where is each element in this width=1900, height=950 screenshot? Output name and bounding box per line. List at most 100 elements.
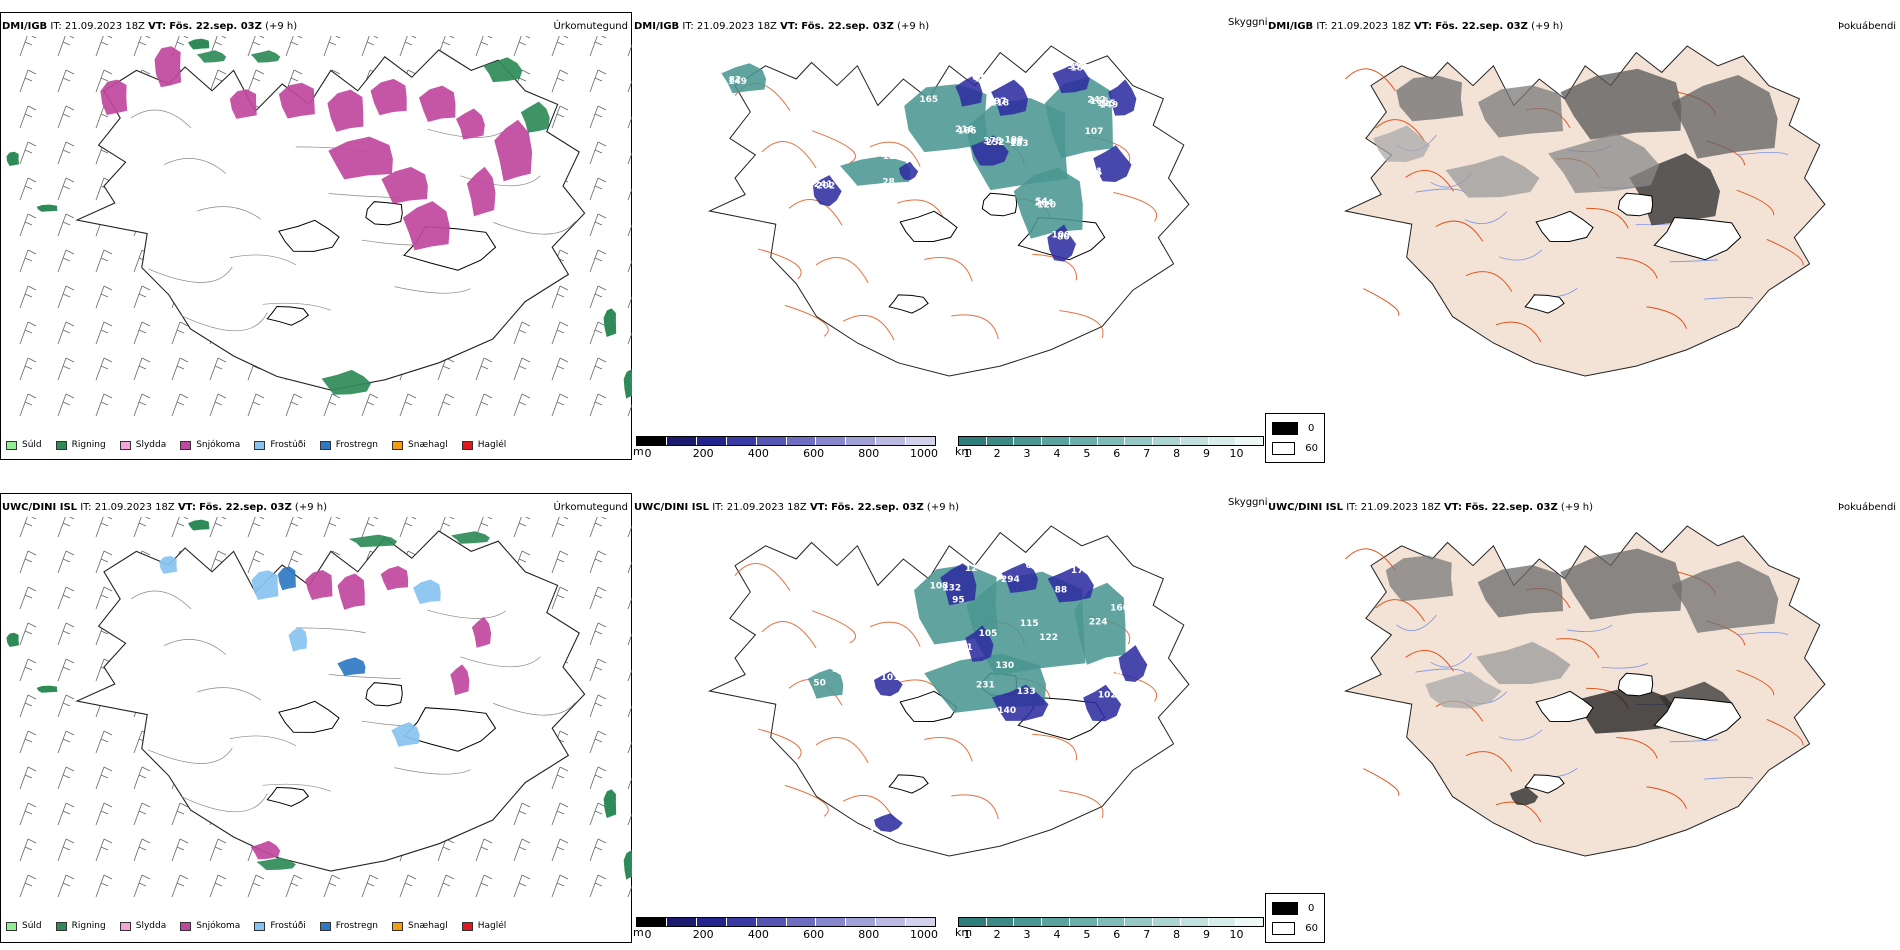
wind-barb (19, 802, 37, 826)
precip-patch (321, 369, 372, 395)
road-line (1405, 649, 1455, 672)
ceiling-value-label: 63 (972, 73, 985, 83)
colorbar-tick: 400 (747, 447, 769, 460)
legend-item: Snæhagl (392, 440, 448, 450)
wind-barb (57, 36, 75, 57)
legend-swatch (55, 921, 67, 931)
panel-header-fog-2: UWC/DINI ISL IT: 21.09.2023 18Z VT: Fös.… (1268, 502, 1593, 513)
cloud-area (991, 684, 1049, 721)
wind-barb (513, 357, 531, 381)
wind-barb (57, 586, 75, 610)
wind-barb (627, 668, 632, 682)
wind-barb (627, 632, 632, 646)
wind-barb (627, 596, 632, 610)
ceiling-value-label: 76 (1089, 169, 1102, 179)
cloud-area (1047, 224, 1076, 262)
legend-label: Snæhagl (408, 921, 448, 931)
cloud-area (1052, 62, 1090, 94)
wind-barb (19, 550, 37, 574)
legend-label: Haglél (477, 921, 507, 931)
colorbar-tick: 7 (1143, 928, 1151, 941)
wind-barb (133, 802, 151, 826)
wind-barb (209, 838, 227, 862)
legend-label: Rigning (71, 921, 106, 931)
wind-barb (19, 838, 37, 862)
precip-frame-2 (0, 493, 632, 943)
ceiling-value-label: 88 (1055, 585, 1068, 595)
legend-swatch (254, 440, 266, 450)
glacier-outline (278, 219, 340, 252)
colorbar-cell (786, 437, 817, 445)
precip-patch (419, 85, 456, 122)
road-line (394, 286, 471, 294)
glacier-outline (1653, 216, 1742, 261)
precip-patch (305, 570, 333, 600)
colorbar-cell (986, 918, 1015, 926)
glacier-outline (888, 774, 929, 794)
wind-barb (551, 105, 569, 129)
wind-barb (133, 36, 151, 57)
legend-label: Slydda (135, 440, 167, 450)
colorbar-cell (726, 437, 757, 445)
wind-barb (627, 115, 632, 129)
precip-patch (337, 573, 365, 610)
road-line (869, 141, 921, 167)
road-line (757, 248, 802, 280)
ceiling-value-label: 183 (1010, 139, 1029, 149)
wind-barb (627, 403, 632, 417)
colorbar-cell (876, 437, 907, 445)
colorbar-tick: 200 (692, 447, 714, 460)
ceiling-value-label: 82 (729, 75, 742, 85)
wind-barb (209, 357, 227, 381)
vt-label: VT: (809, 502, 828, 513)
fog-area (1476, 641, 1571, 685)
wind-barb (57, 766, 75, 790)
ceiling-value-label: 95 (952, 596, 965, 606)
wind-barb (589, 838, 607, 862)
road-line (1059, 310, 1104, 338)
legend-item: Súld (6, 921, 42, 931)
precip-patch (278, 82, 315, 119)
ceiling-value-label: 101 (881, 673, 900, 683)
wind-barb (589, 36, 607, 57)
wind-barb (589, 694, 607, 718)
wind-barb (209, 517, 227, 538)
colorbar-tick: 9 (1203, 928, 1211, 941)
colorbar-tick: 0 (644, 928, 652, 941)
cloud-area (1093, 145, 1132, 182)
wind-barb (627, 295, 632, 309)
wind-barb (19, 177, 37, 201)
panel-header-1: DMI/IGB IT: 21.09.2023 18Z VT: Fös. 22.s… (2, 21, 297, 32)
colorbar-cell (1097, 437, 1126, 445)
wind-barb (171, 802, 189, 826)
road-line (761, 621, 817, 649)
ceiling-value-label: 107 (1085, 127, 1104, 137)
glacier-outline (1617, 192, 1654, 217)
wind-barb (57, 393, 75, 417)
wind-barb (57, 69, 75, 93)
wind-barb (551, 36, 569, 57)
colorbar-tick: 800 (858, 447, 880, 460)
ceiling-value-label: 271 (878, 149, 897, 159)
wind-barb (627, 812, 632, 826)
wind-barb (551, 874, 569, 898)
colorbar-cell (986, 437, 1015, 445)
colorbar-cell (637, 918, 667, 926)
colorbar-ticks: 0 200 400 600 800 1000 (636, 447, 939, 461)
wind-barb (57, 838, 75, 862)
vt-value: Fös. 22.sep. 03Z (169, 21, 262, 32)
cloud-area (1083, 684, 1122, 722)
wind-barb (475, 36, 493, 57)
wind-barb (627, 259, 632, 273)
fog-legend-row: 60 (1272, 918, 1318, 938)
glacier-outline (266, 305, 310, 326)
lead-time: (+9 h) (265, 21, 298, 32)
fog-legend-label: 60 (1305, 922, 1318, 934)
fog-legend-row: 0 (1272, 898, 1318, 918)
colorbar-cell (1125, 437, 1154, 445)
wind-barb (589, 105, 607, 129)
wind-barb (209, 393, 227, 417)
wind-barb (399, 517, 417, 538)
road-line (148, 266, 233, 283)
road-line (493, 221, 576, 235)
